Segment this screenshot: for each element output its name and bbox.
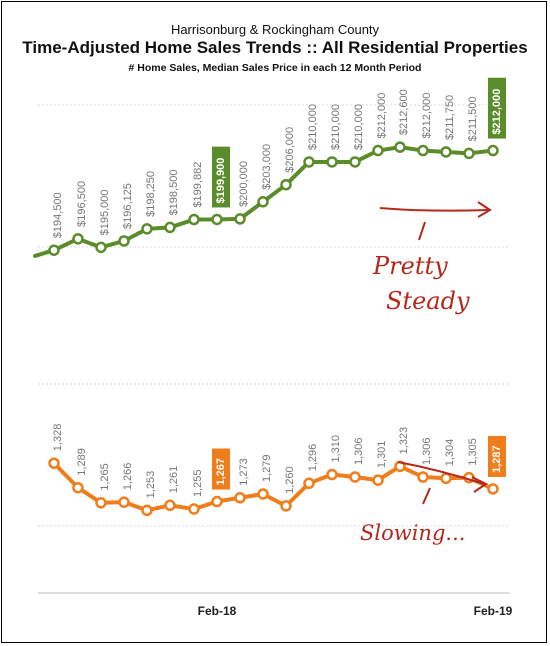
home-sales-point — [118, 496, 130, 508]
home-sales-data-label: 1,261 — [168, 466, 180, 494]
home-sales-point — [234, 492, 246, 504]
home-sales-data-label: 1,306 — [421, 438, 433, 466]
x-tick-label: Feb-18 — [198, 604, 237, 618]
median-price-data-label: $194,500 — [52, 192, 64, 238]
home-sales-data-label: 1,328 — [52, 424, 64, 452]
median-price-highlight-label: $199,900 — [215, 158, 227, 204]
home-sales-point — [95, 497, 107, 509]
median-price-data-label: $210,000 — [353, 104, 365, 150]
price-note-line1: Pretty — [372, 252, 448, 280]
median-price-data-label: $210,000 — [307, 104, 319, 150]
median-price-highlight-box — [212, 146, 230, 208]
median-price-point — [326, 156, 338, 168]
sales-trend-arrow — [397, 461, 485, 485]
home-sales-highlight-label: 1,267 — [215, 458, 227, 486]
home-sales-data-label: 1,289 — [76, 448, 88, 476]
median-price-data-label: $203,000 — [261, 144, 273, 190]
median-price-point — [234, 213, 246, 225]
home-sales-data-label: 1,260 — [284, 466, 296, 494]
home-sales-point — [48, 457, 60, 469]
median-price-data-label: $199,882 — [192, 162, 204, 208]
home-sales-point — [164, 499, 176, 512]
price-trend-arrowhead — [477, 201, 492, 218]
home-sales-point — [280, 500, 292, 512]
home-sales-point — [440, 472, 452, 485]
home-sales-point — [188, 503, 200, 515]
home-sales-data-label: 1,253 — [145, 471, 157, 499]
median-price-data-label: $195,000 — [99, 189, 111, 235]
median-price-data-label: $212,000 — [376, 93, 388, 139]
home-sales-data-label: 1,279 — [261, 454, 273, 482]
home-sales-point — [487, 483, 499, 495]
home-sales-data-label: 1,306 — [353, 438, 365, 466]
home-sales-data-label: 1,323 — [398, 427, 410, 455]
home-sales-point — [326, 468, 338, 481]
home-sales-point — [141, 504, 153, 517]
median-price-point — [164, 221, 176, 234]
median-price-highlight-label: $212,000 — [491, 89, 503, 135]
median-price-data-label: $198,500 — [168, 170, 180, 216]
median-price-data-label: $200,000 — [238, 161, 250, 207]
median-price-point — [141, 223, 153, 235]
median-price-data-label: $212,600 — [398, 89, 410, 135]
home-sales-point — [303, 477, 315, 490]
median-price-point — [372, 144, 384, 157]
chart-subtitle: # Home Sales, Median Sales Price in each… — [128, 62, 422, 74]
median-price-point — [349, 156, 361, 168]
home-sales-data-label: 1,265 — [99, 463, 111, 491]
median-price-point — [48, 244, 60, 256]
median-price-point — [257, 196, 269, 208]
home-sales-data-label: 1,305 — [467, 438, 479, 466]
chart-region-title: Harrisonburg & Rockingham County — [170, 22, 380, 37]
x-tick-label: Feb-19 — [474, 604, 513, 618]
price-note-tick — [418, 221, 426, 241]
median-price-point — [303, 156, 315, 168]
price-note-line2: Steady — [386, 287, 470, 315]
home-sales-data-label: 1,255 — [192, 470, 204, 498]
median-price-point — [72, 233, 84, 245]
home-sales-highlight-box — [488, 435, 506, 477]
home-sales-data-label: 1,266 — [122, 463, 134, 491]
median-price-point — [118, 235, 130, 247]
home-sales-point — [211, 495, 223, 508]
home-sales-highlight-box — [212, 448, 230, 490]
median-price-point — [487, 144, 499, 157]
chart-title: Time-Adjusted Home Sales Trends :: All R… — [22, 38, 528, 57]
price-trend-arrow — [379, 207, 489, 212]
median-price-point — [211, 213, 223, 226]
sales-note: Slowing... — [360, 521, 465, 545]
median-price-data-label: $211,750 — [444, 95, 456, 140]
home-sales-point — [257, 488, 269, 500]
median-price-point — [394, 141, 406, 153]
home-sales-point — [417, 471, 429, 483]
median-price-point — [280, 178, 292, 191]
median-price-point — [440, 146, 452, 158]
median-price-point — [95, 241, 107, 254]
home-sales-data-label: 1,310 — [330, 435, 342, 463]
median-price-point — [463, 147, 475, 160]
home-sales-data-label: 1,304 — [444, 439, 456, 467]
median-price-point — [417, 144, 429, 157]
home-sales-data-label: 1,301 — [376, 441, 388, 469]
sales-note-tick — [422, 487, 431, 505]
median-price-data-label: $210,000 — [330, 104, 342, 150]
home-sales-data-label: 1,296 — [307, 444, 319, 472]
median-price-highlight-box — [488, 77, 506, 139]
home-sales-point — [349, 471, 361, 483]
median-price-data-label: $212,000 — [421, 93, 433, 139]
sales-trend-arrowhead — [471, 476, 488, 493]
median-price-data-label: $211,500 — [467, 96, 479, 141]
median-price-data-label: $196,125 — [122, 183, 134, 229]
median-price-data-label: $198,250 — [145, 171, 157, 217]
home-sales-data-label: 1,273 — [238, 458, 250, 486]
median-price-point — [188, 213, 200, 226]
median-price-data-label: $206,000 — [284, 127, 296, 173]
home-sales-point — [372, 474, 384, 486]
home-sales-point — [72, 481, 84, 494]
home-sales-highlight-label: 1,287 — [491, 445, 503, 473]
median-price-data-label: $196,500 — [76, 181, 88, 227]
